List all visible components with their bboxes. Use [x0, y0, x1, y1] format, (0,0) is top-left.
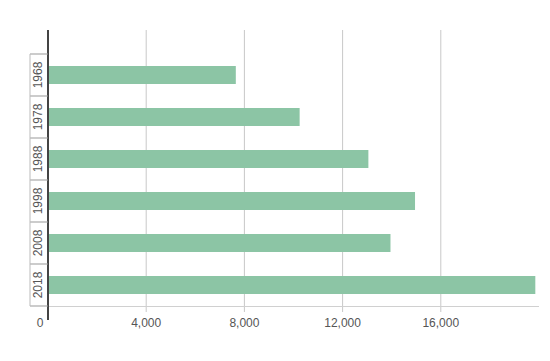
category-separator: [30, 96, 48, 97]
category-separator: [30, 180, 48, 181]
bar: [48, 234, 390, 252]
y-axis-line: [47, 30, 49, 320]
x-axis-line: [48, 306, 539, 307]
chart: 0 4,000 8,000 12,000 16,000 1968 1978 1988 1998 2…: [0, 0, 550, 361]
bar: [48, 150, 368, 168]
bar: [48, 276, 535, 294]
tick-label: 8,000: [229, 316, 259, 330]
category-label: 1968: [31, 61, 45, 88]
tick-label: 12,000: [324, 316, 361, 330]
category-label: 1998: [31, 187, 45, 214]
bars: [48, 66, 535, 294]
category-box-line: [30, 54, 31, 306]
category-separator: [30, 54, 48, 55]
category-separator: [30, 306, 48, 307]
tick-label: 4,000: [131, 316, 161, 330]
category-label: 2008: [31, 229, 45, 256]
tick-label: 0: [37, 316, 44, 330]
grid-line: [342, 30, 343, 312]
category-label: 1988: [31, 145, 45, 172]
category-label: 1978: [31, 103, 45, 130]
tick-label: 16,000: [422, 316, 459, 330]
bar: [48, 66, 236, 84]
category-separator: [30, 264, 48, 265]
category-label: 2018: [31, 271, 45, 298]
bar: [48, 192, 415, 210]
category-separator: [30, 138, 48, 139]
grid-line: [244, 30, 245, 312]
bar: [48, 108, 300, 126]
grid-line: [440, 30, 441, 312]
category-separator: [30, 222, 48, 223]
